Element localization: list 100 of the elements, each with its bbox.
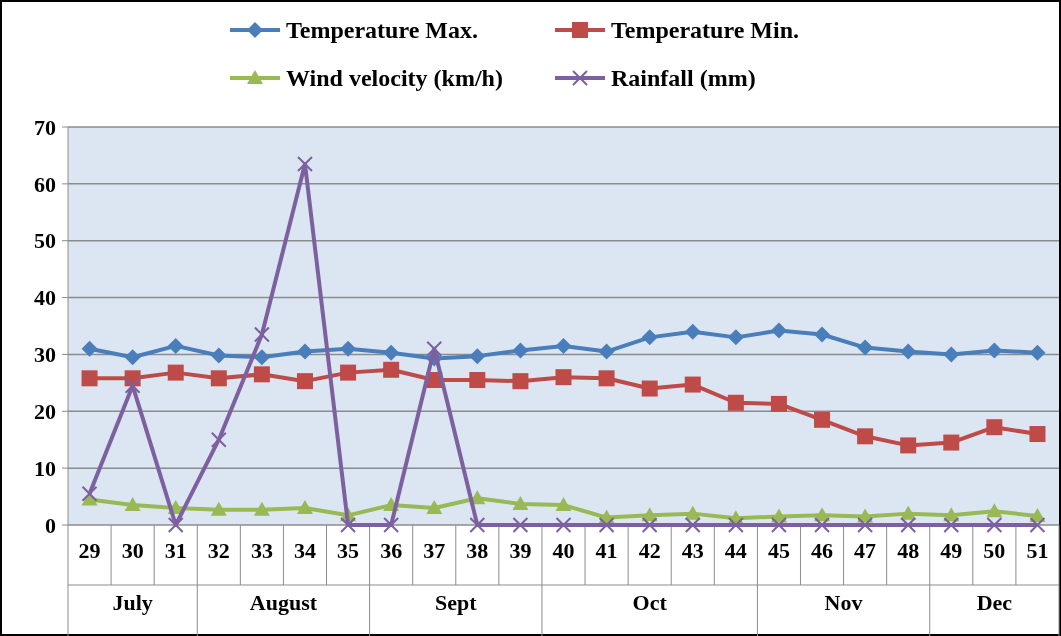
point [426, 499, 443, 514]
y-tick-label: 0 [45, 512, 56, 538]
point [383, 517, 400, 533]
point [684, 323, 701, 340]
y-tick-label: 40 [34, 285, 56, 311]
x-tick-label: 48 [897, 538, 920, 563]
text: July [112, 590, 153, 615]
point [81, 485, 98, 502]
y-tick-label: 70 [34, 114, 56, 140]
point [641, 329, 658, 346]
point [296, 499, 313, 514]
point [555, 497, 572, 512]
x-tick-label: 31 [164, 538, 187, 563]
x-tick-label: 39 [509, 538, 532, 563]
point [1029, 426, 1046, 443]
point [857, 428, 874, 445]
point [641, 380, 658, 397]
x-tick-label: 50 [983, 538, 1006, 563]
point [857, 339, 874, 356]
point [81, 370, 98, 387]
point [770, 517, 787, 533]
point [469, 517, 486, 533]
point [770, 395, 787, 412]
point [727, 329, 744, 346]
point [512, 517, 529, 533]
point [253, 349, 270, 366]
x-tick-label: 46 [811, 538, 834, 563]
x-tick-label: 44 [724, 538, 747, 563]
point [900, 505, 917, 520]
point [383, 361, 400, 378]
point [340, 517, 357, 533]
point [727, 394, 744, 411]
y-tick-label: 30 [34, 342, 56, 368]
x-tick-label: 36 [380, 538, 403, 563]
point [1029, 344, 1046, 361]
text: Dec [976, 590, 1013, 615]
x-tick-label: 47 [854, 538, 877, 563]
point [469, 372, 486, 389]
point [814, 326, 831, 343]
point [296, 373, 313, 390]
x-tick-label: 37 [423, 538, 446, 563]
point [296, 343, 313, 360]
x-tick-label: 35 [337, 538, 360, 563]
point [986, 342, 1003, 359]
point [943, 434, 960, 451]
y-tick-label: 50 [34, 228, 56, 254]
x-tick-label: 34 [293, 538, 316, 563]
legend-label: Temperature Max. [286, 17, 478, 44]
x-tick-label: 32 [207, 538, 230, 563]
x-tick-label: 42 [638, 538, 661, 563]
y-tick-label: 20 [34, 398, 56, 424]
point [512, 495, 529, 510]
point [857, 517, 874, 533]
x-tick-label: 45 [767, 538, 790, 563]
point [986, 419, 1003, 436]
point [986, 517, 1003, 533]
point [426, 340, 443, 357]
point [512, 342, 529, 359]
x-tick-label: 51 [1026, 538, 1049, 563]
point [210, 501, 227, 516]
point [340, 364, 357, 381]
point [210, 370, 227, 387]
point [1029, 517, 1046, 533]
point [210, 347, 227, 364]
legend-label: Rainfall (mm) [611, 65, 756, 92]
point [684, 376, 701, 393]
x-tick-label: 41 [595, 538, 618, 563]
point [900, 517, 917, 533]
point [124, 497, 141, 512]
text: Oct [632, 590, 668, 615]
point [469, 348, 486, 365]
point [814, 517, 831, 533]
text: August [249, 590, 318, 615]
point [210, 431, 227, 448]
point [81, 340, 98, 357]
point [986, 503, 1003, 518]
point [167, 364, 184, 381]
point [253, 501, 270, 516]
x-tick-label: 43 [681, 538, 704, 563]
point [124, 377, 141, 394]
legend-label: Temperature Min. [611, 17, 799, 44]
x-tick-label: 30 [121, 538, 144, 563]
point [943, 346, 960, 363]
point [943, 517, 960, 533]
point [167, 517, 184, 533]
text: Sept [435, 590, 478, 615]
point [340, 340, 357, 357]
point [253, 326, 270, 343]
point [555, 517, 572, 533]
point [383, 344, 400, 361]
point [555, 369, 572, 386]
point [684, 505, 701, 520]
point [598, 517, 615, 533]
x-tick-label: 29 [78, 538, 101, 563]
point [900, 437, 917, 454]
y-tick-label: 10 [34, 455, 56, 481]
legend-label: Wind velocity (km/h) [286, 65, 503, 92]
point [124, 349, 141, 366]
point [253, 366, 270, 383]
x-tick-label: 49 [940, 538, 963, 563]
